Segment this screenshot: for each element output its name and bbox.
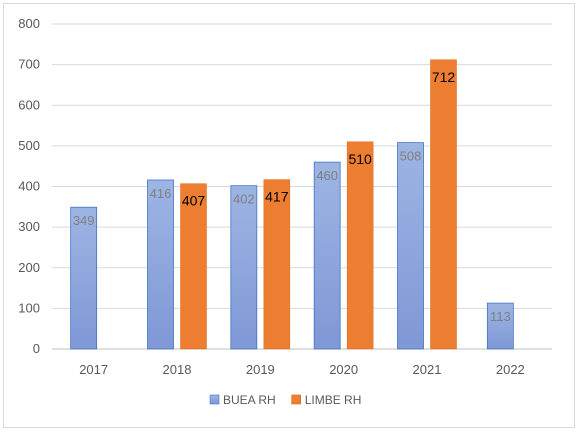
data-label-limbe-rh: 417 — [265, 189, 289, 205]
legend-label: LIMBE RH — [305, 393, 362, 407]
bar-limbe-rh — [263, 179, 291, 350]
legend-swatch — [209, 394, 220, 405]
bars — [70, 59, 514, 350]
data-label-buea-rh: 416 — [150, 186, 172, 201]
x-tick-label: 2017 — [79, 362, 108, 377]
bar-limbe-rh — [346, 141, 374, 350]
bar-buea-rh — [486, 302, 514, 350]
data-label-limbe-rh: 510 — [348, 151, 372, 167]
y-tick-label: 800 — [18, 16, 40, 31]
legend-label: BUEA RH — [223, 393, 276, 407]
data-label-buea-rh: 113 — [490, 309, 511, 324]
bar-limbe-rh — [430, 59, 457, 350]
y-tick-label: 100 — [18, 300, 40, 315]
y-tick-label: 300 — [18, 219, 40, 234]
y-tick-label: 600 — [18, 97, 40, 112]
y-axis-tick-labels: 0 100 200 300 400 500 600 700 800 — [18, 16, 40, 356]
bar-buea-rh — [230, 185, 258, 350]
legend-swatch — [291, 394, 301, 405]
bar-buea-rh — [147, 179, 174, 350]
x-tick-label: 2020 — [329, 362, 358, 377]
legend-item-limbe-rh: LIMBE RH — [291, 393, 362, 407]
gridlines — [52, 23, 552, 350]
y-tick-label: 700 — [18, 57, 40, 72]
y-tick-label: 200 — [18, 260, 40, 275]
x-tick-label: 2021 — [413, 362, 442, 377]
data-labels: 349 416 407 402 417 460 510 508 712 113 — [73, 69, 511, 324]
bar-buea-rh — [313, 161, 341, 350]
y-tick-label: 0 — [33, 341, 40, 356]
bar-buea-rh — [70, 206, 98, 350]
data-label-buea-rh: 402 — [233, 192, 255, 207]
legend: BUEA RH LIMBE RH — [209, 393, 362, 407]
y-tick-label: 400 — [18, 179, 40, 194]
bar-buea-rh — [397, 142, 424, 350]
data-label-limbe-rh: 712 — [432, 69, 456, 85]
x-tick-label: 2022 — [496, 362, 525, 377]
bar-limbe-rh — [180, 183, 207, 350]
legend-item-buea-rh: BUEA RH — [209, 393, 276, 407]
data-label-buea-rh: 349 — [73, 213, 95, 228]
y-tick-label: 500 — [18, 138, 40, 153]
data-label-buea-rh: 460 — [316, 168, 338, 183]
x-tick-label: 2019 — [246, 362, 275, 377]
x-axis-tick-labels: 2017 2018 2019 2020 2021 2022 — [79, 362, 525, 377]
x-tick-label: 2018 — [163, 362, 192, 377]
data-label-buea-rh: 508 — [400, 149, 422, 164]
data-label-limbe-rh: 407 — [182, 193, 206, 209]
